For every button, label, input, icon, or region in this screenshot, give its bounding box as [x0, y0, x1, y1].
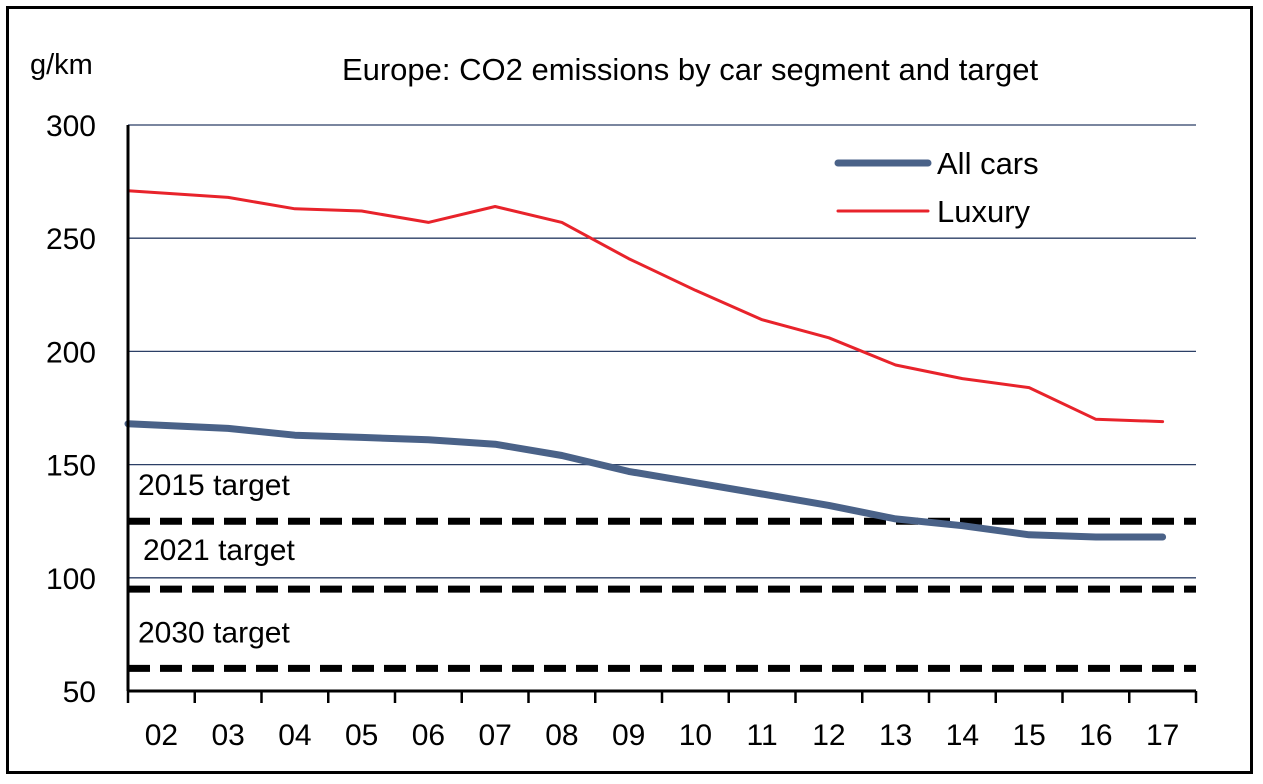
x-tick-label-02: 02: [145, 719, 178, 752]
series-line-0: [124, 420, 1167, 541]
gridlines: [128, 124, 1196, 579]
x-tick-label-04: 04: [278, 719, 311, 752]
target-label-2: 2030 target: [138, 616, 290, 649]
axes: 50 100 150 200 250 300 02 03 04 05 06 07 08 09 10 11 12 1…: [46, 110, 1198, 752]
legend-label-0: All cars: [937, 146, 1039, 181]
x-tick-label-10: 10: [679, 719, 712, 752]
y-tick-label-300: 300: [46, 110, 96, 143]
legend-label-1: Luxury: [937, 194, 1031, 229]
y-tick-label-200: 200: [46, 336, 96, 369]
x-tick-label-16: 16: [1079, 719, 1112, 752]
legend: All cars Luxury: [834, 146, 1039, 229]
x-tick-label-03: 03: [211, 719, 244, 752]
x-tick-label-14: 14: [946, 719, 979, 752]
x-tick-label-09: 09: [612, 719, 645, 752]
x-tick-label-11: 11: [747, 719, 778, 752]
x-tick-label-13: 13: [879, 719, 912, 752]
y-tick-label-100: 100: [46, 563, 96, 596]
y-axis-unit-label: g/km: [30, 49, 93, 81]
chart-title: Europe: CO2 emissions by car segment and…: [342, 52, 1039, 87]
y-tick-label-50: 50: [63, 676, 96, 709]
x-tick-label-07: 07: [478, 719, 511, 752]
chart-frame: [6, 6, 1253, 774]
x-tick-label-08: 08: [545, 719, 578, 752]
x-tick-label-06: 06: [412, 719, 445, 752]
target-lines: 2015 target 2021 target 2030 target: [128, 469, 1196, 672]
target-label-0: 2015 target: [138, 469, 290, 502]
y-tick-label-250: 250: [46, 223, 96, 256]
y-tick-label-150: 150: [46, 450, 96, 483]
x-tick-label-05: 05: [345, 719, 378, 752]
target-label-1: 2021 target: [143, 534, 295, 567]
series-line-1: [126, 189, 1165, 424]
x-tick-label-12: 12: [812, 719, 845, 752]
x-tick-label-15: 15: [1012, 719, 1045, 752]
x-tick-label-17: 17: [1146, 719, 1179, 752]
